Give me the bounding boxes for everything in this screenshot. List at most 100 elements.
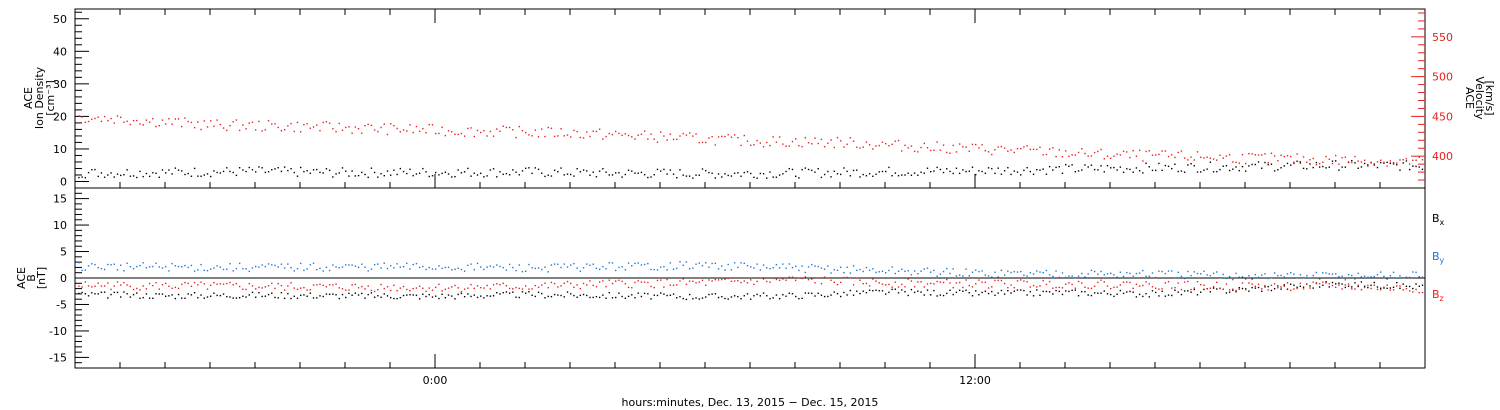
- velocity-point: [132, 120, 135, 122]
- by-point: [232, 270, 234, 272]
- bz-point: [1180, 288, 1183, 291]
- by-point: [489, 265, 492, 267]
- density-point: [386, 170, 389, 172]
- bz-point: [582, 282, 585, 285]
- bz-point: [277, 282, 279, 285]
- density-point: [746, 171, 749, 173]
- bx-point: [1187, 290, 1189, 292]
- velocity-point: [917, 151, 919, 153]
- density-point: [512, 169, 514, 171]
- by-point: [1032, 273, 1035, 275]
- density-point: [975, 173, 977, 176]
- by-point: [1007, 270, 1009, 272]
- density-point: [261, 167, 263, 169]
- bx-point: [541, 292, 543, 295]
- by-point: [338, 267, 340, 269]
- bz-point: [531, 288, 533, 290]
- velocity-point: [81, 116, 83, 118]
- density-point: [184, 173, 186, 176]
- density-point: [1232, 168, 1234, 170]
- bx-point: [264, 295, 267, 297]
- bz-point: [949, 282, 951, 284]
- bz-point: [1216, 281, 1218, 284]
- bz-point: [888, 283, 890, 286]
- by-point: [852, 265, 855, 267]
- bz-point: [1065, 283, 1067, 285]
- by-point: [1097, 273, 1099, 276]
- density-point: [643, 173, 646, 176]
- bx-point: [91, 292, 93, 294]
- bx-point: [621, 295, 623, 298]
- density-point: [107, 174, 109, 176]
- velocity-point: [361, 132, 363, 134]
- velocity-point: [107, 119, 109, 122]
- density-point: [528, 167, 530, 169]
- by-point: [717, 268, 720, 270]
- by-point: [682, 264, 684, 266]
- bx-point: [219, 294, 222, 297]
- bz-point: [778, 279, 781, 281]
- density-point: [1129, 168, 1131, 171]
- bx-point: [386, 295, 389, 297]
- density-point: [650, 176, 652, 178]
- density-point: [766, 177, 768, 179]
- bz-point: [666, 278, 668, 281]
- velocity-point: [78, 115, 80, 117]
- bx-point: [923, 294, 925, 296]
- bz-point: [1341, 288, 1343, 290]
- bz-point: [377, 288, 379, 291]
- bz-point: [1283, 285, 1285, 287]
- by-point: [1110, 272, 1112, 274]
- by-point: [496, 264, 498, 266]
- bx-point: [775, 294, 778, 296]
- bz-point: [1261, 288, 1263, 290]
- velocity-point: [296, 121, 299, 124]
- velocity-point: [634, 138, 636, 140]
- bx-point: [885, 293, 887, 295]
- bx-point: [1180, 293, 1183, 296]
- by-point: [219, 266, 222, 268]
- velocity-point: [746, 140, 749, 142]
- bz-point: [541, 284, 543, 286]
- bz-point: [785, 279, 787, 281]
- velocity-point: [885, 142, 887, 145]
- bx-point: [1212, 287, 1215, 289]
- bx-point: [634, 297, 636, 299]
- velocity-point: [811, 143, 813, 145]
- by-point: [672, 268, 675, 270]
- velocity-point: [438, 132, 440, 135]
- bz-point: [319, 283, 321, 285]
- by-point: [502, 266, 504, 269]
- bx-point: [110, 293, 112, 296]
- bx-point: [174, 297, 177, 300]
- density-point: [168, 169, 170, 171]
- by-point: [245, 268, 247, 270]
- bx-point: [1347, 285, 1350, 287]
- velocity-point: [181, 125, 183, 128]
- density-point: [602, 168, 604, 170]
- by-point: [1167, 270, 1170, 272]
- by-point: [312, 262, 315, 264]
- by-point: [733, 262, 736, 264]
- bx-point: [139, 297, 141, 300]
- by-point: [1357, 272, 1359, 275]
- density-point: [1145, 162, 1147, 165]
- velocity-point: [785, 145, 787, 147]
- velocity-point: [534, 129, 537, 131]
- bz-point: [833, 281, 835, 284]
- velocity-point: [987, 151, 990, 153]
- bz-point: [1068, 282, 1070, 284]
- velocity-point: [238, 129, 241, 132]
- velocity-point: [155, 125, 157, 128]
- velocity-point: [1363, 159, 1366, 162]
- by-point: [643, 263, 646, 266]
- bx-point: [968, 292, 970, 294]
- bx-point: [306, 295, 308, 297]
- by-point: [714, 262, 717, 264]
- bx-point: [743, 295, 745, 297]
- density-point: [1171, 167, 1173, 170]
- by-point: [695, 263, 697, 265]
- bx-point: [1155, 291, 1157, 294]
- bx-point: [1103, 290, 1105, 292]
- bx-point: [862, 290, 864, 292]
